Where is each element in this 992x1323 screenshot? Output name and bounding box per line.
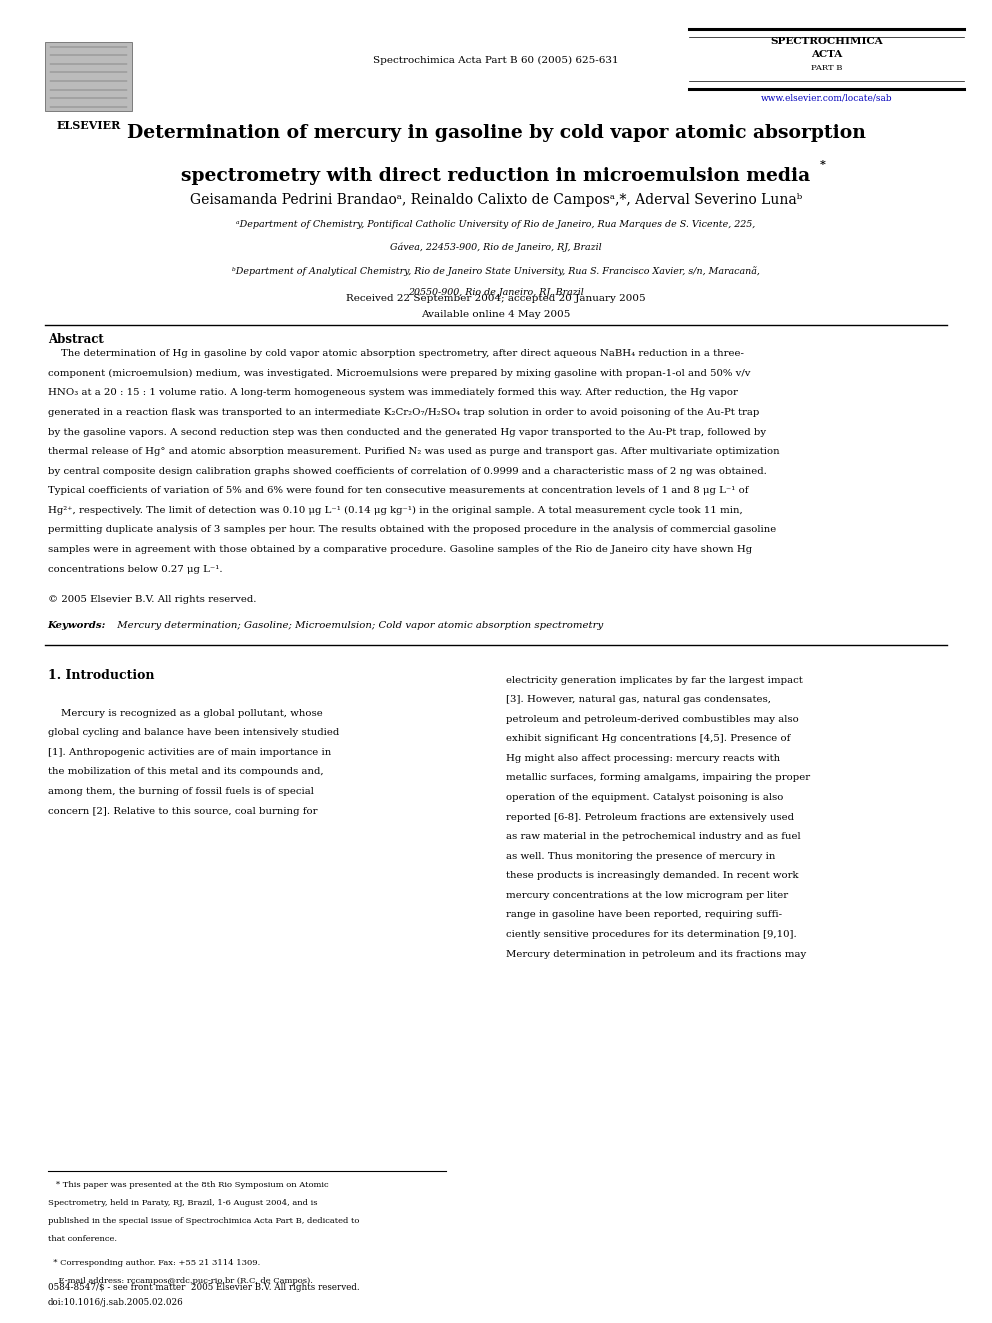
Text: The determination of Hg in gasoline by cold vapor atomic absorption spectrometry: The determination of Hg in gasoline by c… (48, 349, 743, 359)
Text: spectrometry with direct reduction in microemulsion media: spectrometry with direct reduction in mi… (182, 167, 810, 185)
Text: ELSEVIER: ELSEVIER (57, 120, 120, 131)
Text: concentrations below 0.27 μg L⁻¹.: concentrations below 0.27 μg L⁻¹. (48, 565, 222, 574)
Text: Gávea, 22453-900, Rio de Janeiro, RJ, Brazil: Gávea, 22453-900, Rio de Janeiro, RJ, Br… (390, 242, 602, 251)
Text: * Corresponding author. Fax: +55 21 3114 1309.: * Corresponding author. Fax: +55 21 3114… (48, 1259, 260, 1267)
Text: samples were in agreement with those obtained by a comparative procedure. Gasoli: samples were in agreement with those obt… (48, 545, 752, 554)
Text: Typical coefficients of variation of 5% and 6% were found for ten consecutive me: Typical coefficients of variation of 5% … (48, 487, 748, 495)
Text: www.elsevier.com/locate/sab: www.elsevier.com/locate/sab (761, 94, 893, 103)
Text: 0584-8547/$ - see front matter  2005 Elsevier B.V. All rights reserved.: 0584-8547/$ - see front matter 2005 Else… (48, 1283, 359, 1293)
Text: Determination of mercury in gasoline by cold vapor atomic absorption: Determination of mercury in gasoline by … (127, 124, 865, 143)
Text: ᵇDepartment of Analytical Chemistry, Rio de Janeiro State University, Rua S. Fra: ᵇDepartment of Analytical Chemistry, Rio… (232, 266, 760, 275)
Text: operation of the equipment. Catalyst poisoning is also: operation of the equipment. Catalyst poi… (506, 792, 784, 802)
Text: Hg²⁺, respectively. The limit of detection was 0.10 μg L⁻¹ (0.14 μg kg⁻¹) in the: Hg²⁺, respectively. The limit of detecti… (48, 505, 742, 515)
Text: mercury concentrations at the low microgram per liter: mercury concentrations at the low microg… (506, 890, 788, 900)
Text: published in the special issue of Spectrochimica Acta Part B, dedicated to: published in the special issue of Spectr… (48, 1217, 359, 1225)
Text: as raw material in the petrochemical industry and as fuel: as raw material in the petrochemical ind… (506, 832, 801, 841)
FancyBboxPatch shape (45, 42, 132, 111)
Text: the mobilization of this metal and its compounds and,: the mobilization of this metal and its c… (48, 767, 323, 777)
Text: that conference.: that conference. (48, 1236, 117, 1244)
Text: generated in a reaction flask was transported to an intermediate K₂Cr₂O₇/H₂SO₄ t: generated in a reaction flask was transp… (48, 407, 759, 417)
Text: global cycling and balance have been intensively studied: global cycling and balance have been int… (48, 728, 339, 737)
Text: Hg might also affect processing: mercury reacts with: Hg might also affect processing: mercury… (506, 754, 780, 763)
Text: permitting duplicate analysis of 3 samples per hour. The results obtained with t: permitting duplicate analysis of 3 sampl… (48, 525, 776, 534)
Text: *: * (819, 159, 825, 169)
Text: PART B: PART B (811, 64, 842, 71)
Text: ciently sensitive procedures for its determination [9,10].: ciently sensitive procedures for its det… (506, 930, 797, 939)
Text: E-mail address: rccampos@rdc.puc-rio.br (R.C. de Campos).: E-mail address: rccampos@rdc.puc-rio.br … (48, 1277, 312, 1285)
Text: these products is increasingly demanded. In recent work: these products is increasingly demanded.… (506, 872, 799, 880)
Text: ᵃDepartment of Chemistry, Pontifical Catholic University of Rio de Janeiro, Rua : ᵃDepartment of Chemistry, Pontifical Cat… (236, 220, 756, 229)
Text: reported [6-8]. Petroleum fractions are extensively used: reported [6-8]. Petroleum fractions are … (506, 812, 794, 822)
Text: as well. Thus monitoring the presence of mercury in: as well. Thus monitoring the presence of… (506, 852, 776, 861)
Text: © 2005 Elsevier B.V. All rights reserved.: © 2005 Elsevier B.V. All rights reserved… (48, 595, 256, 603)
Text: Mercury is recognized as a global pollutant, whose: Mercury is recognized as a global pollut… (48, 709, 322, 717)
Text: concern [2]. Relative to this source, coal burning for: concern [2]. Relative to this source, co… (48, 807, 317, 815)
Text: Available online 4 May 2005: Available online 4 May 2005 (422, 310, 570, 319)
Text: * This paper was presented at the 8th Rio Symposium on Atomic: * This paper was presented at the 8th Ri… (48, 1181, 328, 1189)
Text: Abstract: Abstract (48, 333, 103, 347)
Text: exhibit significant Hg concentrations [4,5]. Presence of: exhibit significant Hg concentrations [4… (506, 734, 791, 744)
Text: [1]. Anthropogenic activities are of main importance in: [1]. Anthropogenic activities are of mai… (48, 747, 331, 757)
Text: by central composite design calibration graphs showed coefficients of correlatio: by central composite design calibration … (48, 467, 767, 476)
Text: Spectrochimica Acta Part B 60 (2005) 625-631: Spectrochimica Acta Part B 60 (2005) 625… (373, 56, 619, 65)
Text: Keywords:: Keywords: (48, 622, 106, 630)
Text: 20550-900, Rio de Janeiro, RJ, Brazil: 20550-900, Rio de Janeiro, RJ, Brazil (408, 288, 584, 298)
Text: electricity generation implicates by far the largest impact: electricity generation implicates by far… (506, 676, 803, 684)
Text: component (microemulsion) medium, was investigated. Microemulsions were prepared: component (microemulsion) medium, was in… (48, 369, 750, 378)
Text: 1. Introduction: 1. Introduction (48, 669, 154, 681)
Text: Geisamanda Pedrini Brandaoᵃ, Reinaldo Calixto de Camposᵃ,*, Aderval Severino Lun: Geisamanda Pedrini Brandaoᵃ, Reinaldo Ca… (189, 193, 803, 208)
Text: SPECTROCHIMICA: SPECTROCHIMICA (771, 37, 883, 46)
Text: range in gasoline have been reported, requiring suffi-: range in gasoline have been reported, re… (506, 910, 782, 919)
Text: doi:10.1016/j.sab.2005.02.026: doi:10.1016/j.sab.2005.02.026 (48, 1298, 184, 1307)
Text: ACTA: ACTA (811, 50, 842, 60)
Text: Received 22 September 2004; accepted 20 January 2005: Received 22 September 2004; accepted 20 … (346, 294, 646, 303)
Text: by the gasoline vapors. A second reduction step was then conducted and the gener: by the gasoline vapors. A second reducti… (48, 427, 766, 437)
Text: petroleum and petroleum-derived combustibles may also: petroleum and petroleum-derived combusti… (506, 714, 799, 724)
Text: [3]. However, natural gas, natural gas condensates,: [3]. However, natural gas, natural gas c… (506, 695, 771, 704)
Text: metallic surfaces, forming amalgams, impairing the proper: metallic surfaces, forming amalgams, imp… (506, 774, 810, 782)
Text: among them, the burning of fossil fuels is of special: among them, the burning of fossil fuels … (48, 787, 313, 796)
Text: Mercury determination; Gasoline; Microemulsion; Cold vapor atomic absorption spe: Mercury determination; Gasoline; Microem… (114, 622, 603, 630)
Text: Spectrometry, held in Paraty, RJ, Brazil, 1-6 August 2004, and is: Spectrometry, held in Paraty, RJ, Brazil… (48, 1199, 317, 1208)
Text: Mercury determination in petroleum and its fractions may: Mercury determination in petroleum and i… (506, 950, 806, 959)
Text: thermal release of Hg° and atomic absorption measurement. Purified N₂ was used a: thermal release of Hg° and atomic absorp… (48, 447, 780, 456)
Text: HNO₃ at a 20 : 15 : 1 volume ratio. A long-term homogeneous system was immediate: HNO₃ at a 20 : 15 : 1 volume ratio. A lo… (48, 389, 737, 397)
